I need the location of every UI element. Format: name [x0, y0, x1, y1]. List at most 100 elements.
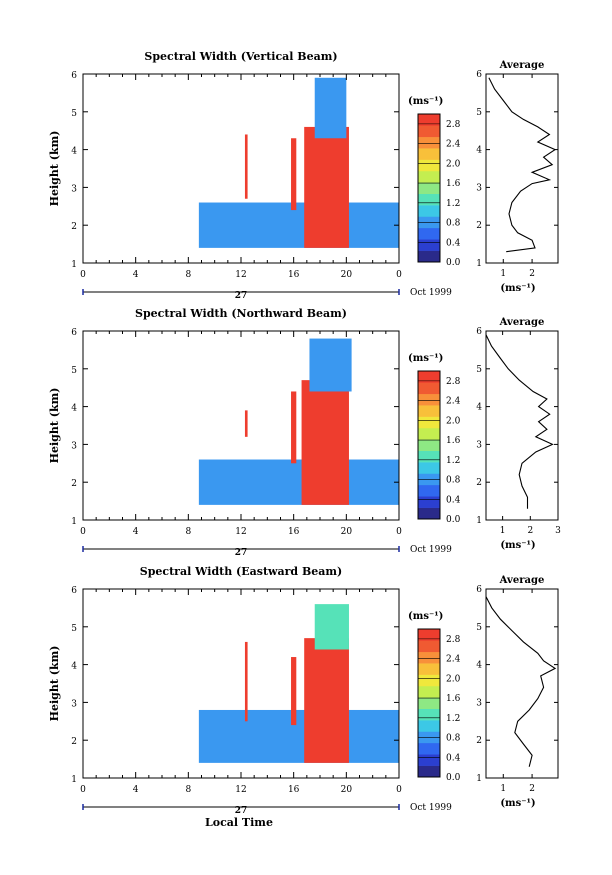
colorbar-tick-label: 1.2	[446, 456, 460, 466]
x-tick-label: 0	[396, 270, 402, 280]
colorbar-swatch	[418, 239, 440, 251]
x-tick-label: 4	[133, 270, 139, 280]
average-x-tick-label: 2	[529, 784, 535, 794]
average-frame	[485, 73, 559, 264]
x-tick-label: 12	[235, 527, 246, 537]
average-y-tick-label: 3	[476, 183, 482, 193]
x-tick-label: 16	[288, 527, 300, 537]
x-tick-label: 12	[235, 785, 246, 795]
colorbar-swatch	[418, 193, 440, 206]
x-tick-label: 12	[235, 270, 246, 280]
y-tick-label: 4	[71, 404, 77, 414]
chart-panel-1: Spectral Width (Vertical Beam)123456Heig…	[48, 50, 559, 301]
y-tick-label: 5	[71, 366, 77, 376]
colorbar-tick-label: 0.8	[446, 219, 461, 229]
average-profile-line	[485, 596, 557, 767]
colorbar-swatch	[418, 674, 440, 687]
y-axis-label: Height (km)	[48, 388, 61, 464]
average-title: Average	[499, 575, 545, 586]
average-y-tick-label: 1	[476, 516, 482, 526]
chart-panel-3: Spectral Width (Eastward Beam)123456Heig…	[48, 565, 559, 829]
chart-panel-2: Spectral Width (Northward Beam)123456Hei…	[48, 307, 561, 558]
colorbar-swatch	[418, 754, 440, 766]
y-tick-label: 2	[71, 479, 77, 489]
x-tick-label: 4	[133, 527, 139, 537]
y-tick-label: 5	[71, 624, 77, 634]
average-x-tick-label: 3	[555, 526, 561, 536]
heatmap-region	[314, 77, 347, 139]
colorbar-swatch	[418, 462, 440, 474]
y-tick-label: 6	[71, 328, 77, 338]
colorbar-swatch	[418, 651, 440, 664]
heatmap-region	[314, 604, 349, 650]
day-label: 27	[235, 291, 248, 301]
x-tick-label: 8	[185, 270, 191, 280]
x-tick-label: 20	[341, 527, 353, 537]
average-frame	[485, 330, 559, 521]
colorbar-tick-label: 0.0	[446, 773, 461, 783]
colorbar-tick-label: 2.0	[446, 159, 461, 169]
y-axis-label: Height (km)	[48, 131, 61, 207]
x-tick-label: 0	[396, 527, 402, 537]
chart-title: Spectral Width (Northward Beam)	[135, 307, 347, 320]
heatmap-region	[244, 641, 248, 722]
average-y-tick-label: 6	[476, 70, 482, 80]
colorbar-swatch	[418, 170, 440, 183]
heatmap-region	[244, 410, 248, 437]
average-y-tick-label: 2	[476, 478, 482, 488]
colorbar-swatch	[418, 484, 440, 497]
colorbar-swatch	[418, 125, 440, 138]
average-y-tick-label: 2	[476, 221, 482, 231]
y-tick-label: 1	[71, 775, 77, 785]
x-tick-label: 16	[288, 270, 300, 280]
day-label: 27	[235, 806, 248, 816]
month-label: Oct 1999	[410, 803, 452, 813]
colorbar-swatch	[418, 629, 440, 641]
colorbar-swatch	[418, 416, 440, 429]
colorbar-swatch	[418, 765, 440, 778]
colorbar-tick-label: 2.8	[446, 120, 461, 130]
average-title: Average	[499, 317, 545, 328]
average-y-tick-label: 1	[476, 774, 482, 784]
heatmap-region	[301, 380, 349, 505]
heatmap-region	[198, 202, 399, 248]
heatmap-region	[304, 638, 349, 763]
y-tick-label: 5	[71, 109, 77, 119]
colorbar-tick-label: 1.2	[446, 199, 460, 209]
y-tick-label: 1	[71, 260, 77, 270]
average-y-tick-label: 3	[476, 698, 482, 708]
y-tick-label: 4	[71, 147, 77, 157]
colorbar-tick-label: 2.4	[446, 140, 461, 150]
chart-title: Spectral Width (Eastward Beam)	[140, 565, 342, 578]
average-y-tick-label: 4	[476, 403, 482, 413]
colorbar-swatch	[418, 136, 440, 149]
y-tick-label: 4	[71, 662, 77, 672]
colorbar-tick-label: 2.0	[446, 416, 461, 426]
colorbar-tick-label: 2.4	[446, 397, 461, 407]
x-tick-label: 16	[288, 785, 300, 795]
average-x-tick-label: 1	[500, 784, 506, 794]
colorbar-swatch	[418, 182, 440, 194]
colorbar-swatch	[418, 450, 440, 463]
x-tick-label: 0	[80, 527, 86, 537]
heatmap-region	[291, 657, 297, 726]
y-tick-label: 6	[71, 586, 77, 596]
month-label: Oct 1999	[410, 545, 452, 555]
colorbar-swatch	[418, 697, 440, 709]
colorbar-swatch	[418, 393, 440, 406]
heatmap-region	[309, 338, 352, 392]
average-y-tick-label: 6	[476, 585, 482, 595]
average-x-tick-label: 2	[527, 526, 533, 536]
colorbar-unit: (ms⁻¹)	[408, 353, 443, 364]
y-tick-label: 2	[71, 737, 77, 747]
heatmap-region	[304, 126, 349, 248]
x-tick-label: 4	[133, 785, 139, 795]
average-x-label: (ms⁻¹)	[500, 283, 535, 294]
x-tick-label: 0	[396, 785, 402, 795]
colorbar-swatch	[418, 159, 440, 172]
x-tick-label: 0	[80, 785, 86, 795]
colorbar-tick-label: 0.0	[446, 258, 461, 268]
y-tick-label: 3	[71, 441, 77, 451]
colorbar-tick-label: 2.4	[446, 655, 461, 665]
